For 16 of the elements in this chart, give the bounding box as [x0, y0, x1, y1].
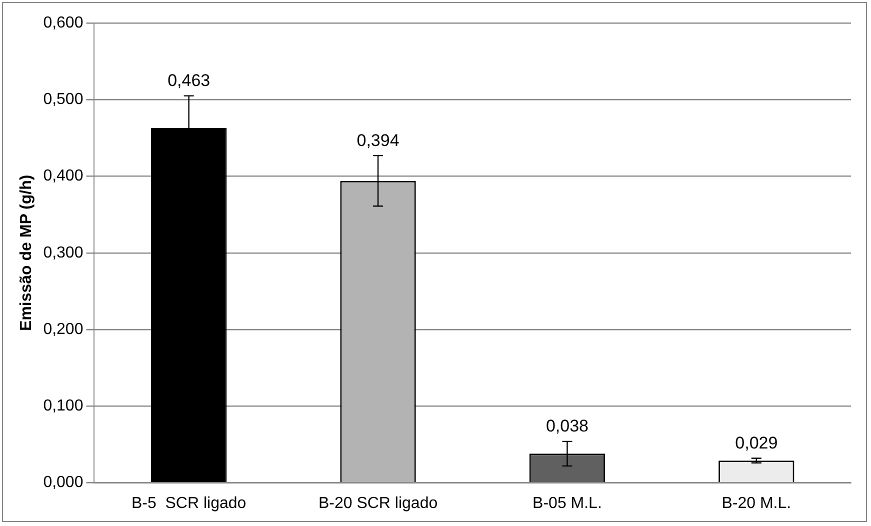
x-tick-label: B-20 SCR ligado — [318, 494, 438, 512]
y-axis-title: Emissão de MP (g/h) — [18, 174, 36, 331]
data-label: 0,038 — [546, 416, 588, 436]
y-tick-label: 0,200 — [43, 320, 84, 338]
y-tick-label: 0,100 — [43, 398, 84, 415]
y-tick-label: 0,400 — [43, 168, 84, 185]
y-tick-label: 0,600 — [43, 14, 84, 32]
data-label: 0,394 — [356, 130, 400, 150]
data-label: 0,029 — [735, 433, 778, 452]
y-tick-label: 0,500 — [43, 91, 84, 108]
y-tick-label: 0,300 — [43, 244, 84, 262]
x-tick-label: B-20 M.L. — [722, 494, 792, 512]
x-tick-label: B-05 M.L. — [532, 494, 602, 512]
y-tick-label: 0,000 — [43, 474, 84, 492]
data-label: 0,463 — [168, 70, 210, 90]
x-tick-label: B-5 SCR ligado — [131, 494, 246, 512]
